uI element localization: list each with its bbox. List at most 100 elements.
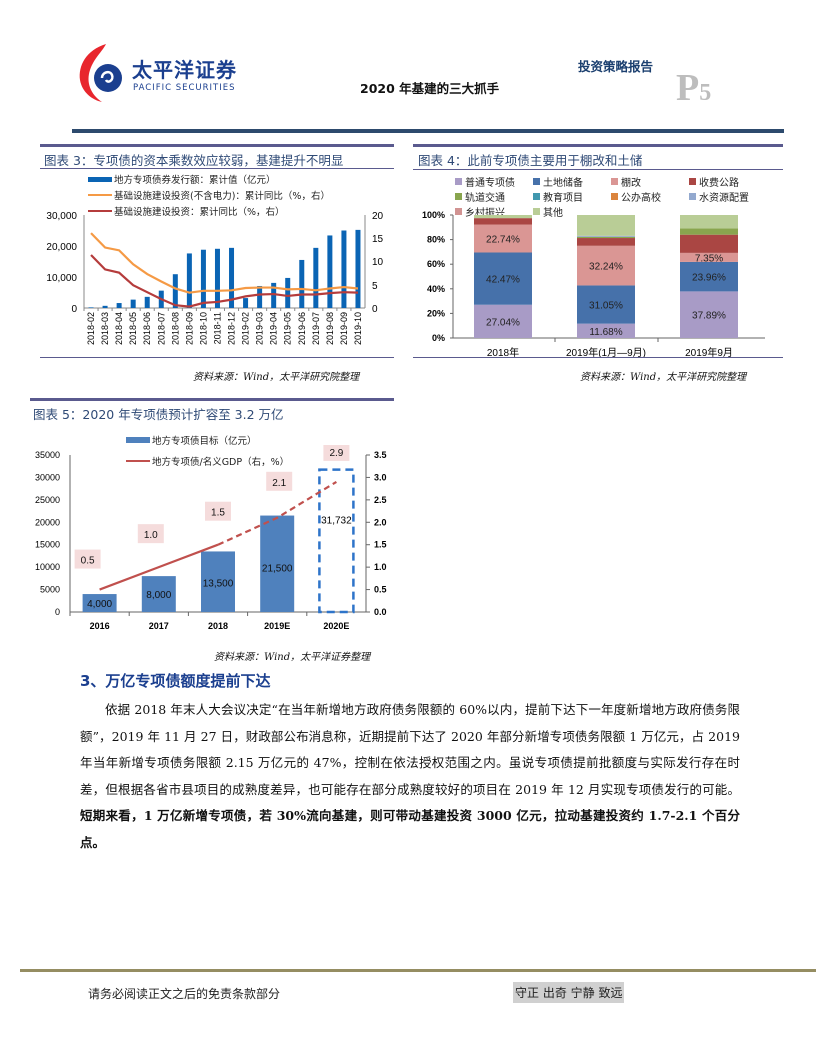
page-digit: 5 xyxy=(699,80,712,106)
x-tick-label: 2019-06 xyxy=(297,312,307,345)
figure4-x-labels: 2018年 2019年(1月—9月) 2019年9月 xyxy=(487,338,733,359)
y-tick-left: 0 xyxy=(71,304,77,315)
legend-item: 收费公路 xyxy=(689,174,785,189)
line-label-bg xyxy=(323,445,350,461)
x-tick-label: 2018-02 xyxy=(86,312,96,345)
y-tick-right: 0.0 xyxy=(374,607,387,617)
data-label: 31.05% xyxy=(589,301,623,312)
data-label: 7.35% xyxy=(695,253,723,264)
company-logo: 太平洋证券 PACIFIC SECURITIES xyxy=(76,42,246,104)
figure4-bottom-rule xyxy=(413,357,783,358)
legend-item: 棚改 xyxy=(611,174,689,189)
figure3-bars xyxy=(88,229,361,308)
figure3-legend: 地方专项债券发行额：累计值（亿元） 基础设施建设投资(不含电力)：累计同比（%，… xyxy=(88,172,330,218)
legend-item: 基础设施建设投资(不含电力)：累计同比（%，右） xyxy=(88,188,330,202)
legend-item: 其他 xyxy=(533,204,611,219)
stack-segment xyxy=(474,304,532,338)
x-tick-label: 2018-11 xyxy=(212,312,222,344)
data-label: 22.74% xyxy=(486,235,520,246)
legend-item: 普通专项债 xyxy=(455,174,533,189)
line-label: 2.1 xyxy=(272,478,286,489)
bar xyxy=(200,249,206,308)
data-label: 32.24% xyxy=(589,262,623,273)
x-tick-label: 2019年(1月—9月) xyxy=(566,346,646,359)
legend-label: 地方专项债目标（亿元） xyxy=(152,436,257,447)
figure3-title: 图表 3：专项债的资本乘数效应较弱，基建提升不明显 xyxy=(44,153,344,168)
bar xyxy=(130,299,136,308)
stack-segment xyxy=(680,234,738,253)
figure3-top-rule xyxy=(40,144,394,147)
legend-label: 轨道交通 xyxy=(465,193,505,204)
x-tick-label: 2018-04 xyxy=(114,312,124,345)
line-label: 0.5 xyxy=(81,556,95,567)
y-tick-right: 15 xyxy=(372,234,384,245)
figure5-y-ticks: 0 5000 10000 15000 20000 25000 30000 35000 0.0 0.… xyxy=(35,450,387,617)
legend-item: 轨道交通 xyxy=(455,189,533,204)
stack-segment xyxy=(474,215,532,219)
figure5-bars: 4,000 8,000 13,500 21,500 31,732 xyxy=(82,468,355,614)
bar xyxy=(285,277,291,308)
legend-label: 基础设施建设投资(不含电力)：累计同比（%，右） xyxy=(114,191,330,202)
stack-segment xyxy=(577,238,635,246)
data-label: 23.96% xyxy=(692,273,726,284)
legend-label: 棚改 xyxy=(621,178,641,189)
stack-segment xyxy=(680,215,738,229)
y-tick-right: 20 xyxy=(372,211,384,222)
legend-swatch xyxy=(611,193,618,200)
legend-item: 水资源配置 xyxy=(689,189,785,204)
bar xyxy=(260,515,295,612)
figure4-y-ticks: 0% 20% 40% 60% 80% 100% xyxy=(422,210,453,343)
bar xyxy=(88,307,94,308)
figure4-title: 图表 4：此前专项债主要用于棚改和土储 xyxy=(418,153,643,168)
x-tick-label: 2019-02 xyxy=(241,312,251,345)
y-tick-left: 20000 xyxy=(35,517,60,527)
legend-item: 教育项目 xyxy=(533,189,611,204)
legend-swatch xyxy=(533,193,540,200)
y-tick-right: 0 xyxy=(372,304,378,315)
x-tick-label: 2018 xyxy=(208,621,228,631)
x-tick-label: 2019年9月 xyxy=(685,346,733,359)
x-tick-label: 2018-08 xyxy=(170,312,180,345)
bar-label: 13,500 xyxy=(203,579,234,590)
figure5-legend: 地方专项债目标（亿元） 地方专项债/名义GDP（右，%） xyxy=(126,433,289,468)
x-tick-label: 2019-04 xyxy=(269,312,279,345)
y-tick: 40% xyxy=(427,284,445,294)
data-label: 37.89% xyxy=(692,311,726,322)
figure5-top-rule xyxy=(30,398,394,401)
data-label: 11.68% xyxy=(589,327,622,338)
legend-item: 地方专项债目标（亿元） xyxy=(126,433,289,447)
line-label-bg xyxy=(74,549,101,569)
line-label-bg xyxy=(205,501,231,521)
bar xyxy=(327,235,333,308)
y-tick-right: 1.5 xyxy=(374,540,387,550)
section-heading: 3、万亿专项债额度提前下达 xyxy=(80,672,271,690)
stack-segment xyxy=(577,235,635,237)
x-tick-label: 2017 xyxy=(149,621,169,631)
legend-swatch xyxy=(455,208,462,215)
x-tick-label: 2019-03 xyxy=(255,312,265,345)
bar xyxy=(116,303,122,308)
y-tick: 20% xyxy=(427,308,445,318)
x-tick-label: 2019-09 xyxy=(339,312,349,345)
stack-segment xyxy=(577,236,635,239)
stack-segment xyxy=(680,252,738,262)
data-label: 42.47% xyxy=(486,275,520,286)
logo-cn-text: 太平洋证券 xyxy=(132,58,237,82)
bar xyxy=(144,296,150,308)
y-tick-right: 5 xyxy=(372,281,378,292)
x-tick-label: 2018-07 xyxy=(156,312,166,345)
y-tick-right: 10 xyxy=(372,257,384,268)
bar xyxy=(201,551,235,612)
legend-label: 地方专项债/名义GDP（右，%） xyxy=(152,457,290,468)
bar xyxy=(172,274,178,308)
legend-item: 地方专项债券发行额：累计值（亿元） xyxy=(88,172,330,186)
stack-segment xyxy=(474,218,532,225)
legend-swatch xyxy=(533,208,540,215)
legend-swatch xyxy=(88,176,112,182)
x-tick-label: 2018-12 xyxy=(227,312,237,345)
line-label-bg xyxy=(266,471,293,491)
figure3-bottom-rule xyxy=(40,357,394,358)
legend-item: 基础设施建设投资：累计同比（%，右） xyxy=(88,204,330,218)
document-title: 2020 年基建的三大抓手 xyxy=(360,81,500,96)
footer-disclaimer: 请务必阅读正文之后的免责条款部分 xyxy=(88,987,281,1001)
